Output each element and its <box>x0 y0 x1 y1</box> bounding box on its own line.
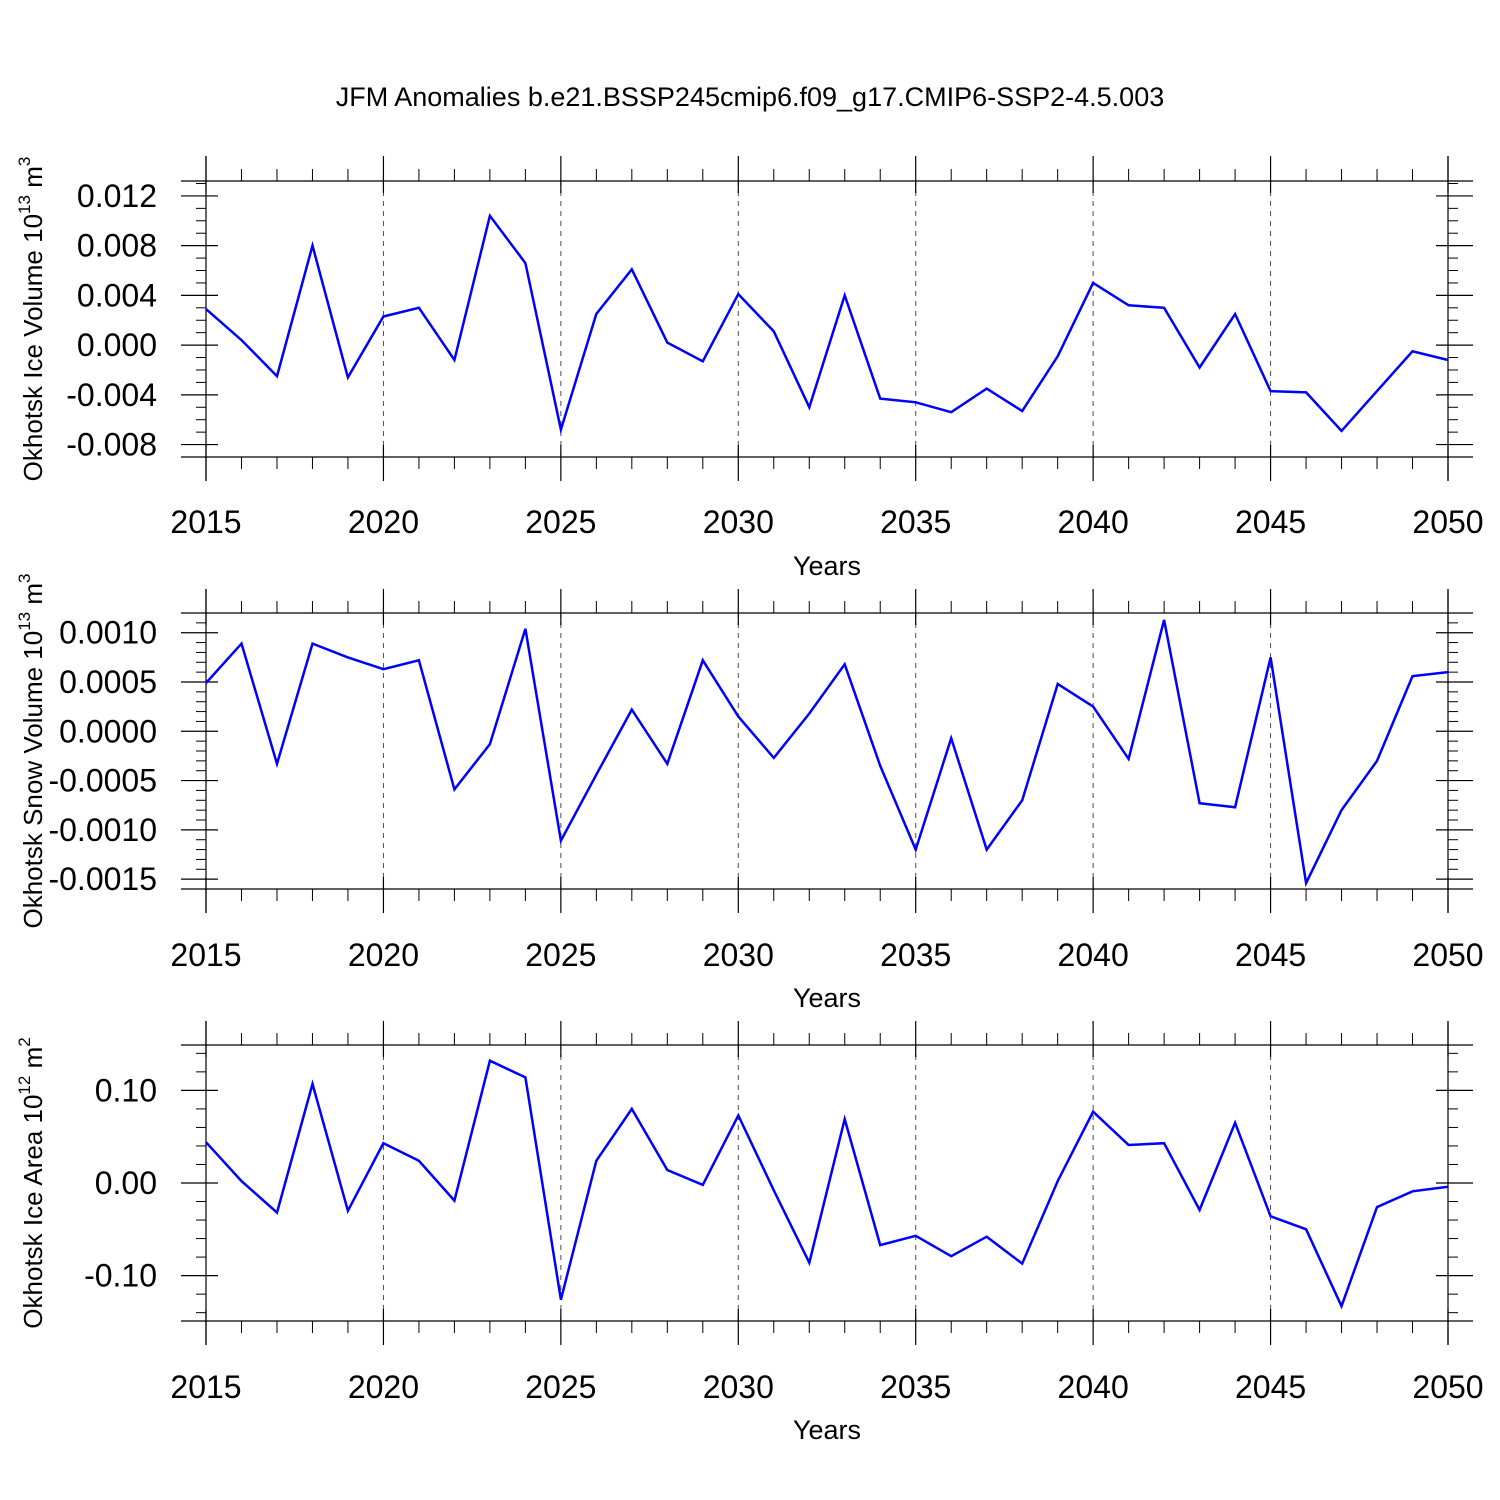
x-tick-label: 2050 <box>1412 504 1483 540</box>
y-tick-label: -0.10 <box>84 1258 157 1294</box>
y-tick-label: -0.008 <box>66 427 157 463</box>
x-tick-label: 2015 <box>170 504 241 540</box>
series-line <box>205 212 1449 435</box>
y-axis-label-unit: m <box>18 1047 48 1076</box>
y-axis-label: Okhotsk Ice Area 1012 m2 <box>15 1037 48 1328</box>
panel-ice-area: 2015 2020 2025 2030 2035 2040 2045 2050 Years -0.… <box>15 1021 1484 1445</box>
x-tick-label: 2045 <box>1235 937 1306 973</box>
x-tick-label: 2030 <box>703 504 774 540</box>
x-tick-label: 2025 <box>525 1369 596 1405</box>
series-line <box>205 1058 1449 1310</box>
x-tick-label: 2030 <box>703 1369 774 1405</box>
y-axis-label-unit: m <box>18 166 48 195</box>
y-axis-label-text: Okhotsk Ice Area 10 <box>18 1095 48 1329</box>
x-tick-label: 2035 <box>880 504 951 540</box>
panel-snow-volume: 2015 2020 2025 2030 2035 2040 2045 2050 Years -0.… <box>15 574 1484 1014</box>
y-axis-label-text: Okhotsk Ice Volume 10 <box>18 214 48 481</box>
x-tick-label: 2040 <box>1058 504 1129 540</box>
x-tick-label: 2020 <box>348 504 419 540</box>
y-axis-label-unit-exponent: 2 <box>15 1037 34 1046</box>
y-tick-label: -0.0010 <box>48 812 157 848</box>
chart-title: JFM Anomalies b.e21.BSSP245cmip6.f09_g17… <box>336 82 1164 112</box>
y-axis-label: Okhotsk Ice Volume 1013 m3 <box>15 157 48 482</box>
y-axis-label-exponent: 13 <box>15 612 34 631</box>
x-tick-label: 2020 <box>348 937 419 973</box>
x-tick-label: 2040 <box>1058 937 1129 973</box>
y-tick-label: 0.10 <box>95 1072 157 1108</box>
x-tick-label: 2030 <box>703 937 774 973</box>
x-tick-label: 2045 <box>1235 504 1306 540</box>
x-axis-label: Years <box>793 1415 861 1445</box>
y-axis-label-exponent: 12 <box>15 1076 34 1095</box>
y-axis-label-unit-exponent: 3 <box>15 574 34 583</box>
y-tick-label: -0.0005 <box>48 763 157 799</box>
y-tick-label: 0.008 <box>77 228 157 264</box>
x-tick-label: 2035 <box>880 1369 951 1405</box>
x-tick-label: 2025 <box>525 937 596 973</box>
y-tick-label: 0.012 <box>77 178 157 214</box>
y-tick-label: -0.004 <box>66 377 157 413</box>
x-axis-label: Years <box>793 551 861 581</box>
x-tick-label: 2015 <box>170 937 241 973</box>
y-axis-label-unit: m <box>18 583 48 612</box>
x-tick-label: 2050 <box>1412 1369 1483 1405</box>
x-axis-label: Years <box>793 983 861 1013</box>
y-tick-label: 0.0000 <box>59 713 157 749</box>
x-tick-label: 2040 <box>1058 1369 1129 1405</box>
y-axis-label-text: Okhotsk Snow Volume 10 <box>18 631 48 929</box>
x-tick-label: 2025 <box>525 504 596 540</box>
x-tick-label: 2050 <box>1412 937 1483 973</box>
series-line <box>205 619 1449 888</box>
x-tick-label: 2045 <box>1235 1369 1306 1405</box>
y-axis-label: Okhotsk Snow Volume 1013 m3 <box>15 574 48 929</box>
y-tick-label: 0.0010 <box>59 615 157 651</box>
y-tick-label: 0.000 <box>77 327 157 363</box>
x-tick-label: 2020 <box>348 1369 419 1405</box>
y-axis-label-unit-exponent: 3 <box>15 157 34 166</box>
y-tick-label: 0.00 <box>95 1165 157 1201</box>
x-tick-label: 2035 <box>880 937 951 973</box>
y-tick-label: 0.004 <box>77 277 157 313</box>
y-tick-label: 0.0005 <box>59 664 157 700</box>
x-tick-label: 2015 <box>170 1369 241 1405</box>
y-tick-label: -0.0015 <box>48 861 157 897</box>
y-axis-label-exponent: 13 <box>15 195 34 214</box>
panel-ice-volume: 2015 2020 2025 2030 2035 2040 2045 2050 Years -0.… <box>15 156 1484 581</box>
